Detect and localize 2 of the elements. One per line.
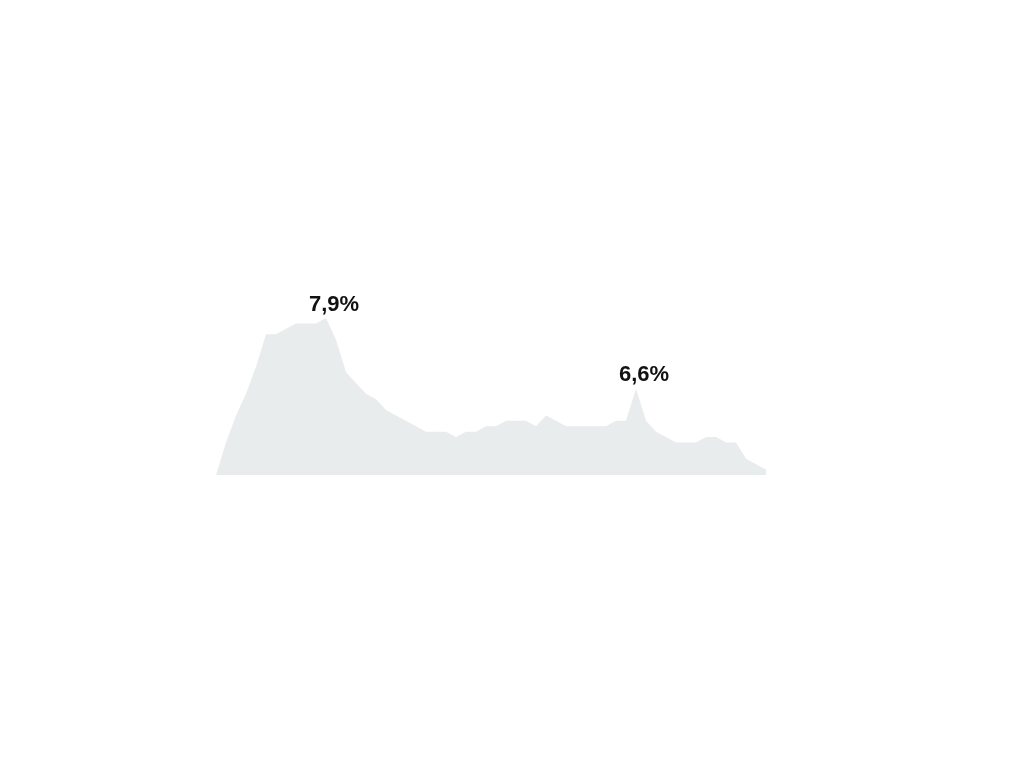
data-label: 7,9% — [308, 291, 360, 316]
data-label: 6,6% — [618, 361, 670, 387]
